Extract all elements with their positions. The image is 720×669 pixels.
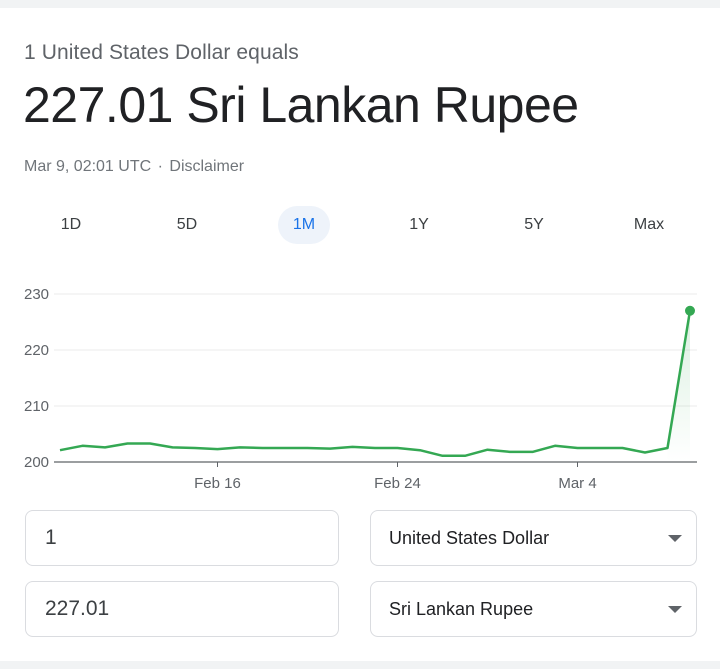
to-amount-value: 227.01	[45, 597, 110, 620]
y-tick-label: 210	[24, 398, 49, 415]
tab-label: Max	[633, 216, 665, 233]
tab-1y[interactable]: 1Y	[393, 206, 445, 244]
tab-label: 1M	[292, 216, 316, 233]
tab-label: 1D	[60, 216, 82, 233]
tab-1m[interactable]: 1M	[278, 206, 330, 244]
to-amount-input[interactable]: 227.01	[25, 581, 339, 637]
y-tick-label: 230	[24, 286, 49, 303]
exchange-rate-chart[interactable]: 200 210 220 230 Feb 16 Feb 24 Mar 4	[0, 270, 720, 500]
tab-label: 1Y	[409, 216, 429, 233]
caret-down-icon	[668, 535, 682, 542]
current-rate-point	[685, 305, 695, 316]
to-currency-value: Sri Lankan Rupee	[389, 599, 534, 619]
meta-separator: ·	[157, 158, 163, 175]
tab-label: 5D	[176, 216, 198, 233]
from-currency-select[interactable]: United States Dollar	[370, 510, 697, 566]
disclaimer-link[interactable]: Disclaimer	[169, 158, 245, 175]
conversion-result-headline: 227.01 Sri Lankan Rupee	[23, 77, 579, 133]
from-amount-input[interactable]: 1	[25, 510, 339, 566]
tab-label: 5Y	[524, 216, 544, 233]
from-amount-value: 1	[45, 526, 57, 549]
x-tick-label: Feb 24	[374, 475, 421, 492]
x-tick-label: Feb 16	[194, 475, 241, 492]
tab-1d[interactable]: 1D	[45, 206, 97, 244]
from-currency-value: United States Dollar	[389, 528, 550, 548]
tab-5y[interactable]: 5Y	[508, 206, 560, 244]
conversion-subtitle: 1 United States Dollar equals	[24, 41, 299, 64]
x-tick-label: Mar 4	[558, 475, 596, 492]
tab-5d[interactable]: 5D	[161, 206, 213, 244]
y-tick-label: 200	[24, 454, 49, 471]
y-tick-label: 220	[24, 342, 49, 359]
tab-max[interactable]: Max	[623, 206, 675, 244]
currency-converter-card: 1 United States Dollar equals 227.01 Sri…	[0, 8, 720, 661]
time-range-tabs: 1D 5D 1M 1Y 5Y Max	[14, 206, 706, 244]
rate-timestamp: Mar 9, 02:01 UTC	[24, 158, 152, 175]
rate-meta: Mar 9, 02:01 UTC · Disclaimer	[24, 158, 244, 176]
caret-down-icon	[668, 606, 682, 613]
to-currency-select[interactable]: Sri Lankan Rupee	[370, 581, 697, 637]
rate-series-line	[59, 310, 692, 458]
